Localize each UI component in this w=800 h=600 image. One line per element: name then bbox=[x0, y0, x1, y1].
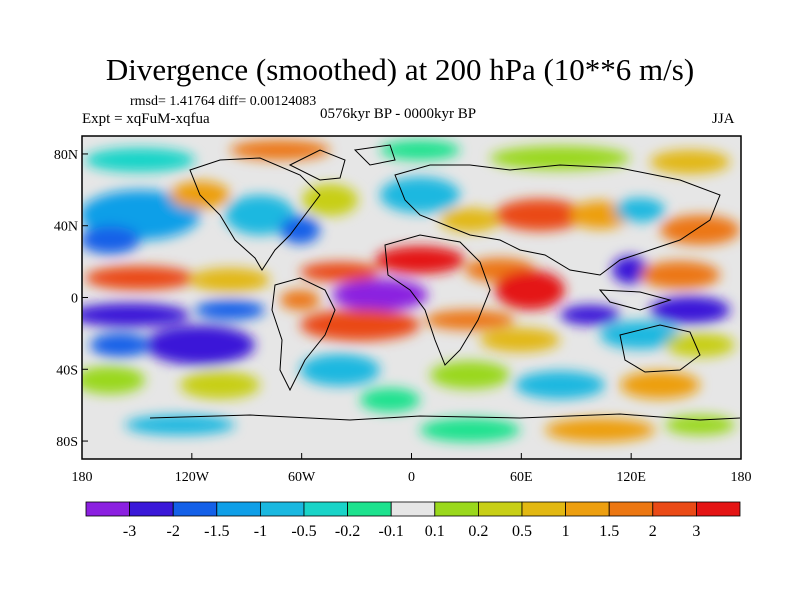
colorbar-label: 1 bbox=[562, 523, 570, 540]
lat-tick-label: 40S bbox=[56, 363, 78, 378]
colorbar-swatch bbox=[85, 501, 130, 517]
colorbar-label: -3 bbox=[123, 523, 136, 540]
colorbar-swatch bbox=[390, 501, 436, 517]
colorbar-label: -0.1 bbox=[379, 523, 404, 540]
lon-tick-label: 0 bbox=[408, 470, 415, 485]
lon-tick-label: 120E bbox=[616, 470, 646, 485]
colorbar-label: -1.5 bbox=[204, 523, 229, 540]
coastlines bbox=[149, 144, 741, 421]
lon-tick-label: 120W bbox=[175, 470, 210, 485]
colorbar-label: -0.5 bbox=[291, 523, 316, 540]
colorbar-label: 0.1 bbox=[425, 523, 445, 540]
stats-text: rmsd= 1.41764 diff= 0.00124083 bbox=[130, 94, 317, 109]
colorbar-label: 1.5 bbox=[599, 523, 619, 540]
colorbar-swatch bbox=[172, 501, 218, 517]
colorbar-label: 3 bbox=[692, 523, 700, 540]
lon-tick-label: 60W bbox=[288, 470, 316, 485]
colorbar-swatch bbox=[434, 501, 479, 517]
season-label: JJA bbox=[712, 111, 735, 127]
colorbar-swatch bbox=[216, 501, 261, 517]
colorbar-label: -1 bbox=[254, 523, 267, 540]
lat-tick-label: 80S bbox=[56, 435, 78, 450]
period-label: 0576kyr BP - 0000kyr BP bbox=[320, 106, 477, 122]
colorbar-label: 0.2 bbox=[468, 523, 488, 540]
colorbar-swatch bbox=[521, 501, 566, 517]
colorbar-label: -0.2 bbox=[335, 523, 360, 540]
lat-tick-label: 40N bbox=[54, 220, 78, 235]
colorbar-label: 0.5 bbox=[512, 523, 532, 540]
colorbar-swatch bbox=[565, 501, 610, 517]
lat-tick-label: 0 bbox=[71, 292, 78, 307]
lat-tick-label: 80N bbox=[54, 148, 78, 163]
colorbar-label: 2 bbox=[649, 523, 657, 540]
field-layer bbox=[82, 136, 741, 459]
colorbar-label: -2 bbox=[167, 523, 180, 540]
colorbar-swatch bbox=[696, 501, 741, 517]
lon-axis: 180 120W 60W 0 60E 120E 180 bbox=[72, 453, 752, 485]
lon-tick-label: 60E bbox=[510, 470, 533, 485]
lon-tick-label: 180 bbox=[72, 470, 93, 485]
experiment-label: Expt = xqFuM-xqfua bbox=[82, 111, 210, 127]
lat-axis: 80N 40N 0 40S 80S bbox=[54, 148, 88, 450]
colorbar-swatch bbox=[129, 501, 174, 517]
colorbar: -3 -2 -1.5 -1 -0.5 -0.2 -0.1 0.1 0.2 0.5 1 1.5 2 3 bbox=[85, 501, 741, 540]
colorbar-swatch bbox=[259, 501, 305, 517]
colorbar-swatch bbox=[477, 501, 523, 517]
colorbar-swatch bbox=[652, 501, 697, 517]
field-blobs bbox=[82, 140, 740, 442]
colorbar-swatch bbox=[303, 501, 348, 517]
lon-tick-label: 180 bbox=[731, 470, 752, 485]
chart-title: Divergence (smoothed) at 200 hPa (10**6 … bbox=[105, 52, 695, 87]
colorbar-swatch bbox=[347, 501, 392, 517]
colorbar-swatch bbox=[608, 501, 654, 517]
